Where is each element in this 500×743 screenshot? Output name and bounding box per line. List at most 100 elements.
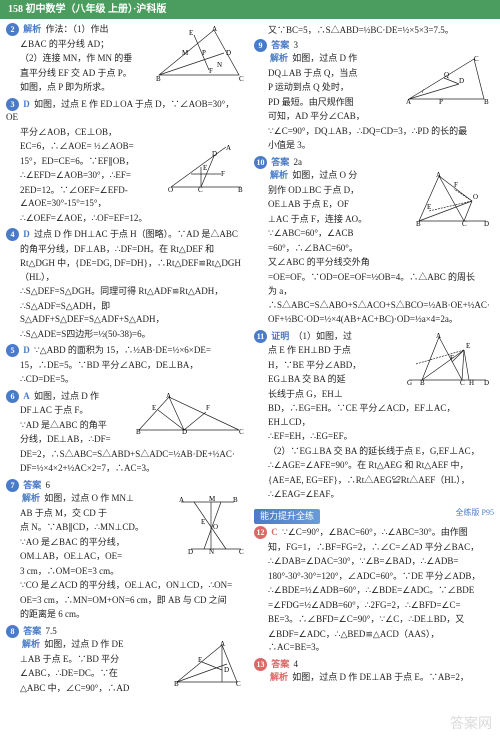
- question-6: 6 A 如图，过点 D 作 BCADEF DF⊥AC 于点 F。 ∵AD 是△A…: [6, 390, 246, 476]
- svg-text:D: D: [484, 379, 489, 387]
- q6-line4: DF=½×4×2+½AC×2=7，∴AC=3。: [20, 462, 246, 476]
- svg-text:Q: Q: [444, 71, 449, 79]
- num-badge-8: 8: [6, 625, 19, 638]
- q8-line0: 如图，过点 D 作 DE: [44, 639, 123, 649]
- q10-line7: =OE=OF。∵OD=OE=OF=½OB=4。∴△ABC 的周长: [268, 271, 494, 285]
- q4-line4: ∴S△ADE=S四边形=½(50-38)=6。: [20, 328, 246, 342]
- q9-ans: 3: [294, 40, 299, 50]
- svg-text:O: O: [473, 193, 478, 201]
- svg-text:D: D: [188, 548, 193, 556]
- q4-line3: ∴S△ADF=S△ADH，即 S△ADF+S△DEF=S△ADF+S△ADH，: [20, 300, 246, 327]
- right-column: 又∵BC=5，∴S△ABD=½BC·DE=½×5×3=7.5。 9 答案 3 解…: [254, 23, 494, 698]
- svg-text:P: P: [202, 49, 206, 57]
- svg-text:D: D: [226, 49, 231, 57]
- svg-text:A: A: [179, 496, 184, 504]
- section-divider: 能力提升全练 全练版 P95: [254, 505, 494, 527]
- num-badge-13: 13: [254, 658, 267, 671]
- q2-text: 作法：（1）作出: [46, 24, 109, 34]
- q7-line7: OE=3 cm，∴MN=OM+ON=6 cm，即 AB 与 CD 之间: [20, 594, 246, 608]
- analysis-label: 解析: [270, 672, 288, 682]
- svg-text:O: O: [213, 523, 218, 531]
- svg-text:B: B: [174, 680, 179, 688]
- q11-line7: （2）∵EG⊥BA 交 BA 的延长线于点 E，G,EF⊥AC，: [268, 445, 494, 459]
- question-5: 5 D ∵△ABD 的面积为 15，∴½AB·DE=½×6×DE= 15，∴DE…: [6, 344, 246, 387]
- q11-line9: {AE=AE, EG=EF}，∴Rt△AEG≌Rt△AEF（HL），: [268, 474, 494, 488]
- svg-text:F: F: [209, 67, 213, 75]
- q9-line5: ∵∠C=90°，DQ⊥AB，∴DQ=CD=3，∴PD 的长的最: [268, 125, 494, 139]
- answer-label: C: [271, 527, 278, 537]
- q7-line6: ∵CO 是∠ACD 的平分线，OE⊥AC，ON⊥CD，∴ON=: [20, 579, 246, 593]
- svg-text:M: M: [209, 495, 216, 503]
- q12-line0: 知，FG=1，∴BF=FG=2，∴∠C=∠AD 平分∠BAC，: [268, 541, 494, 555]
- q6-line3: DE=2，∴S△ABC=S△ABD+S△ADC=½AB·DE+½AC·: [20, 448, 246, 462]
- num-badge-9: 9: [254, 39, 267, 52]
- figure-q7: AMBEODNC: [176, 494, 244, 556]
- q13-line: 如图，过点 D 作 DE⊥AB 于点 E。∵AB=2，: [292, 672, 469, 682]
- continuation: 又∵BC=5，∴S△ABD=½BC·DE=½×5×3=7.5。: [254, 24, 494, 38]
- num-badge-12: 12: [254, 526, 267, 539]
- svg-text:O: O: [168, 186, 173, 192]
- question-3: 3 D 如图，过点 E 作 ED⊥OA 于点 D，∵∠AOB=30°，OE 平分…: [6, 98, 246, 226]
- q7-ans: 6: [46, 480, 51, 490]
- svg-text:B: B: [156, 75, 161, 83]
- q2-line4: 如图，点 P 即为所求。: [20, 81, 246, 95]
- question-4: 4 D 过点 D 作 DH⊥AC 于点 H（图略）。∵AD 是△ABC 的角平分…: [6, 228, 246, 341]
- q5-line1: ∴CD=DE=5。: [20, 373, 246, 387]
- q13-ans: 4: [294, 659, 299, 669]
- q9-line0: 如图，过点 D 作: [292, 53, 357, 63]
- q6-text: 如图，过点 D 作: [34, 391, 99, 401]
- analysis-label: 解析: [270, 170, 288, 180]
- q3-line0: 平分∠AOB，CE⊥OB，: [20, 126, 246, 140]
- question-7: 7 答案 6 解析 如图，过点 O 作 MN⊥ AMBEODNC AB 于点 M…: [6, 479, 246, 622]
- svg-text:A: A: [212, 25, 217, 33]
- num-badge-10: 10: [254, 156, 267, 169]
- svg-text:E: E: [152, 404, 156, 412]
- svg-text:E: E: [466, 342, 470, 350]
- q8-ans: 7.5: [46, 626, 57, 636]
- svg-text:B: B: [136, 428, 141, 434]
- q11-line0: （1）如图，过: [294, 331, 353, 341]
- q11-line5: BD，∴EG=EH。∵CE 平分∠ACD，EF⊥AC，EH⊥CD，: [268, 402, 494, 429]
- proof-label: 证明: [271, 331, 289, 341]
- num-badge-6: 6: [6, 390, 19, 403]
- svg-text:C: C: [198, 186, 203, 192]
- q7-line8: 的距离是 6 cm。: [20, 608, 246, 622]
- answer-label: D: [23, 99, 30, 109]
- figure-q3: OCBADEF: [166, 142, 244, 192]
- q11-line4: 长线于点 G，EH⊥: [268, 388, 494, 402]
- q11-line8: ∴∠AGE=∠AFE=90°。在 Rt△AEG 和 Rt△AEF 中，: [268, 459, 494, 473]
- question-9: 9 答案 3 解析 如图，过点 D 作 AQDCBP DQ⊥AB 于点 Q，当点…: [254, 39, 494, 153]
- q11-line6: ∴EF=EH，∴EG=EF。: [268, 430, 494, 444]
- left-column: 2 解析 作法：（1）作出 BCAPEDMNF ∠BAC 的平分线 AD； （2…: [6, 23, 246, 698]
- q9-line4: 可知，AD 平分∠CAB，: [268, 110, 494, 124]
- question-11: 11 证明 （1）如图，过 GBACHDEF 点 E 作 EH⊥BD 于点 H，…: [254, 330, 494, 502]
- q10-line8: 为 a，∴S△ABC=S△ABO+S△ACO+S△BCO=½AB·OE+½AC·: [268, 285, 494, 312]
- svg-text:E: E: [198, 656, 202, 664]
- svg-text:B: B: [420, 379, 425, 387]
- svg-text:B: B: [233, 496, 238, 504]
- num-badge-4: 4: [6, 228, 19, 241]
- main-content: 2 解析 作法：（1）作出 BCAPEDMNF ∠BAC 的平分线 AD； （2…: [0, 19, 500, 702]
- answer-label: D: [23, 229, 30, 239]
- q4-line2: ∴S△DEF=S△DGH。同理可得 Rt△ADF≌Rt△ADH，: [20, 285, 246, 299]
- svg-text:D: D: [182, 428, 187, 434]
- q12-line4: =∠FDG=½∠ADB=60°，∴2FG=2，∴∠BFD=∠C=: [268, 599, 494, 613]
- analysis-label: 解析: [270, 53, 288, 63]
- svg-text:D: D: [212, 150, 217, 158]
- answer-label: 答案: [23, 480, 41, 490]
- q5-text: ∵△ABD 的面积为 15，∴½AB·DE=½×6×DE=: [34, 345, 211, 355]
- q12-line6: ∠BDF=∠ADC，∴△BED≌△ACD（AAS），∴AC=BE=3。: [268, 628, 494, 655]
- q12-line3: ∴∠BDE=½∠ADB=60°，∴∠BDE=∠ADC。∵∠BDE: [268, 584, 494, 598]
- figure-q11: GBACHDEF: [404, 332, 492, 387]
- answer-label: A: [23, 391, 30, 401]
- q3-line5: ∴∠OEF=∠AOE，∴OF=EF=12。: [20, 212, 246, 226]
- analysis-label: 解析: [23, 24, 41, 34]
- svg-text:C: C: [474, 55, 479, 63]
- svg-text:B: B: [484, 98, 489, 106]
- q10-ans: 2a: [294, 157, 303, 167]
- answer-label: 答案: [271, 40, 289, 50]
- svg-text:C: C: [239, 548, 244, 556]
- q3-text: 如图，过点 E 作 ED⊥OA 于点 D，∵∠AOB=30°，OE: [6, 99, 234, 123]
- svg-text:M: M: [182, 49, 189, 57]
- section-title: 能力提升全练: [254, 509, 320, 525]
